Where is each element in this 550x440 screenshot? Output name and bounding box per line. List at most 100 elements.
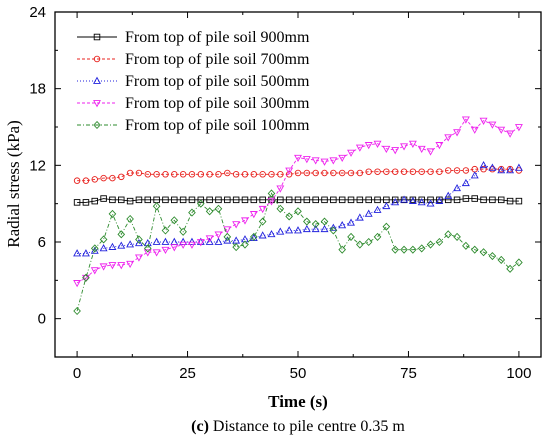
legend-label: From top of pile soil 500mm: [125, 73, 310, 90]
legend-item: From top of pile soil 900mm: [77, 29, 310, 46]
series-1: [73, 165, 523, 184]
data-point: [73, 177, 81, 184]
data-point: [400, 143, 408, 151]
data-point: [126, 169, 134, 177]
x-tick-label: 25: [179, 365, 196, 382]
data-point: [461, 178, 470, 187]
legend-item: From top of pile soil 300mm: [77, 95, 310, 112]
data-point: [215, 171, 222, 178]
data-point: [436, 168, 443, 175]
data-point: [303, 217, 311, 226]
data-point: [161, 246, 170, 254]
data-point: [373, 140, 382, 148]
data-point: [82, 177, 90, 184]
data-point: [90, 267, 99, 275]
data-point: [179, 196, 187, 204]
data-point: [81, 274, 90, 283]
data-point: [338, 196, 346, 204]
data-point: [302, 224, 311, 233]
data-point: [408, 140, 417, 148]
data-point: [161, 237, 170, 245]
data-point: [99, 235, 108, 244]
data-point: [338, 154, 347, 162]
y-tick-label: 24: [29, 4, 46, 21]
data-point: [320, 158, 329, 166]
data-point: [453, 232, 461, 241]
data-point: [276, 227, 285, 235]
data-point: [391, 245, 400, 254]
data-point: [285, 226, 294, 234]
data-point: [426, 240, 435, 249]
data-point: [152, 202, 161, 211]
data-point: [356, 196, 364, 204]
data-point: [408, 196, 417, 204]
data-point: [488, 121, 497, 129]
data-point: [506, 197, 514, 205]
legend-label: From top of pile soil 700mm: [125, 51, 310, 68]
data-point: [418, 168, 425, 175]
data-point: [197, 196, 205, 204]
data-point: [205, 235, 214, 243]
data-point: [514, 163, 523, 171]
data-point: [347, 232, 355, 241]
data-point: [312, 169, 319, 177]
data-point: [444, 191, 453, 199]
data-point: [444, 134, 453, 142]
data-point: [100, 195, 107, 202]
data-point: [100, 174, 107, 182]
data-point: [364, 209, 373, 217]
legend-label: From top of pile soil 300mm: [125, 95, 310, 112]
data-point: [224, 169, 231, 177]
data-point: [126, 197, 134, 205]
series-line: [77, 198, 519, 203]
y-tick-label: 0: [38, 311, 46, 328]
data-point: [409, 245, 417, 254]
data-point: [258, 231, 267, 239]
data-point: [329, 226, 338, 235]
data-point: [134, 254, 143, 262]
data-point: [188, 196, 196, 204]
data-point: [232, 196, 240, 204]
y-axis-title: Radial stress (kPa): [4, 120, 23, 247]
data-point: [418, 196, 425, 204]
data-point: [109, 174, 116, 182]
data-point: [171, 196, 178, 204]
data-point: [81, 249, 90, 257]
legend-marker: [93, 120, 101, 130]
data-point: [126, 214, 134, 224]
data-point: [267, 189, 276, 198]
data-point: [321, 169, 328, 177]
data-point: [470, 245, 479, 254]
data-point: [108, 209, 117, 218]
data-point: [206, 196, 213, 204]
data-point: [241, 217, 249, 225]
data-point: [489, 196, 496, 204]
data-point: [444, 196, 452, 204]
data-point: [259, 196, 266, 204]
data-point: [188, 241, 196, 249]
series-0: [73, 195, 523, 206]
data-point: [302, 156, 311, 164]
data-point: [241, 240, 249, 249]
data-point: [391, 147, 400, 155]
data-point: [409, 168, 417, 175]
data-point: [311, 220, 320, 229]
legend-item: From top of pile soil 700mm: [77, 51, 310, 68]
data-point: [91, 176, 99, 183]
data-point: [285, 196, 293, 204]
data-point: [241, 171, 249, 178]
data-point: [479, 161, 488, 169]
data-point: [330, 196, 337, 204]
data-point: [197, 171, 205, 178]
data-point: [206, 171, 213, 178]
data-point: [488, 251, 497, 261]
data-point: [179, 241, 188, 249]
data-point: [355, 213, 364, 221]
data-point: [479, 117, 488, 125]
data-point: [241, 235, 249, 243]
data-point: [347, 149, 355, 157]
data-point: [99, 244, 108, 252]
data-point: [73, 306, 81, 316]
data-point: [188, 237, 196, 245]
data-point: [250, 232, 258, 241]
